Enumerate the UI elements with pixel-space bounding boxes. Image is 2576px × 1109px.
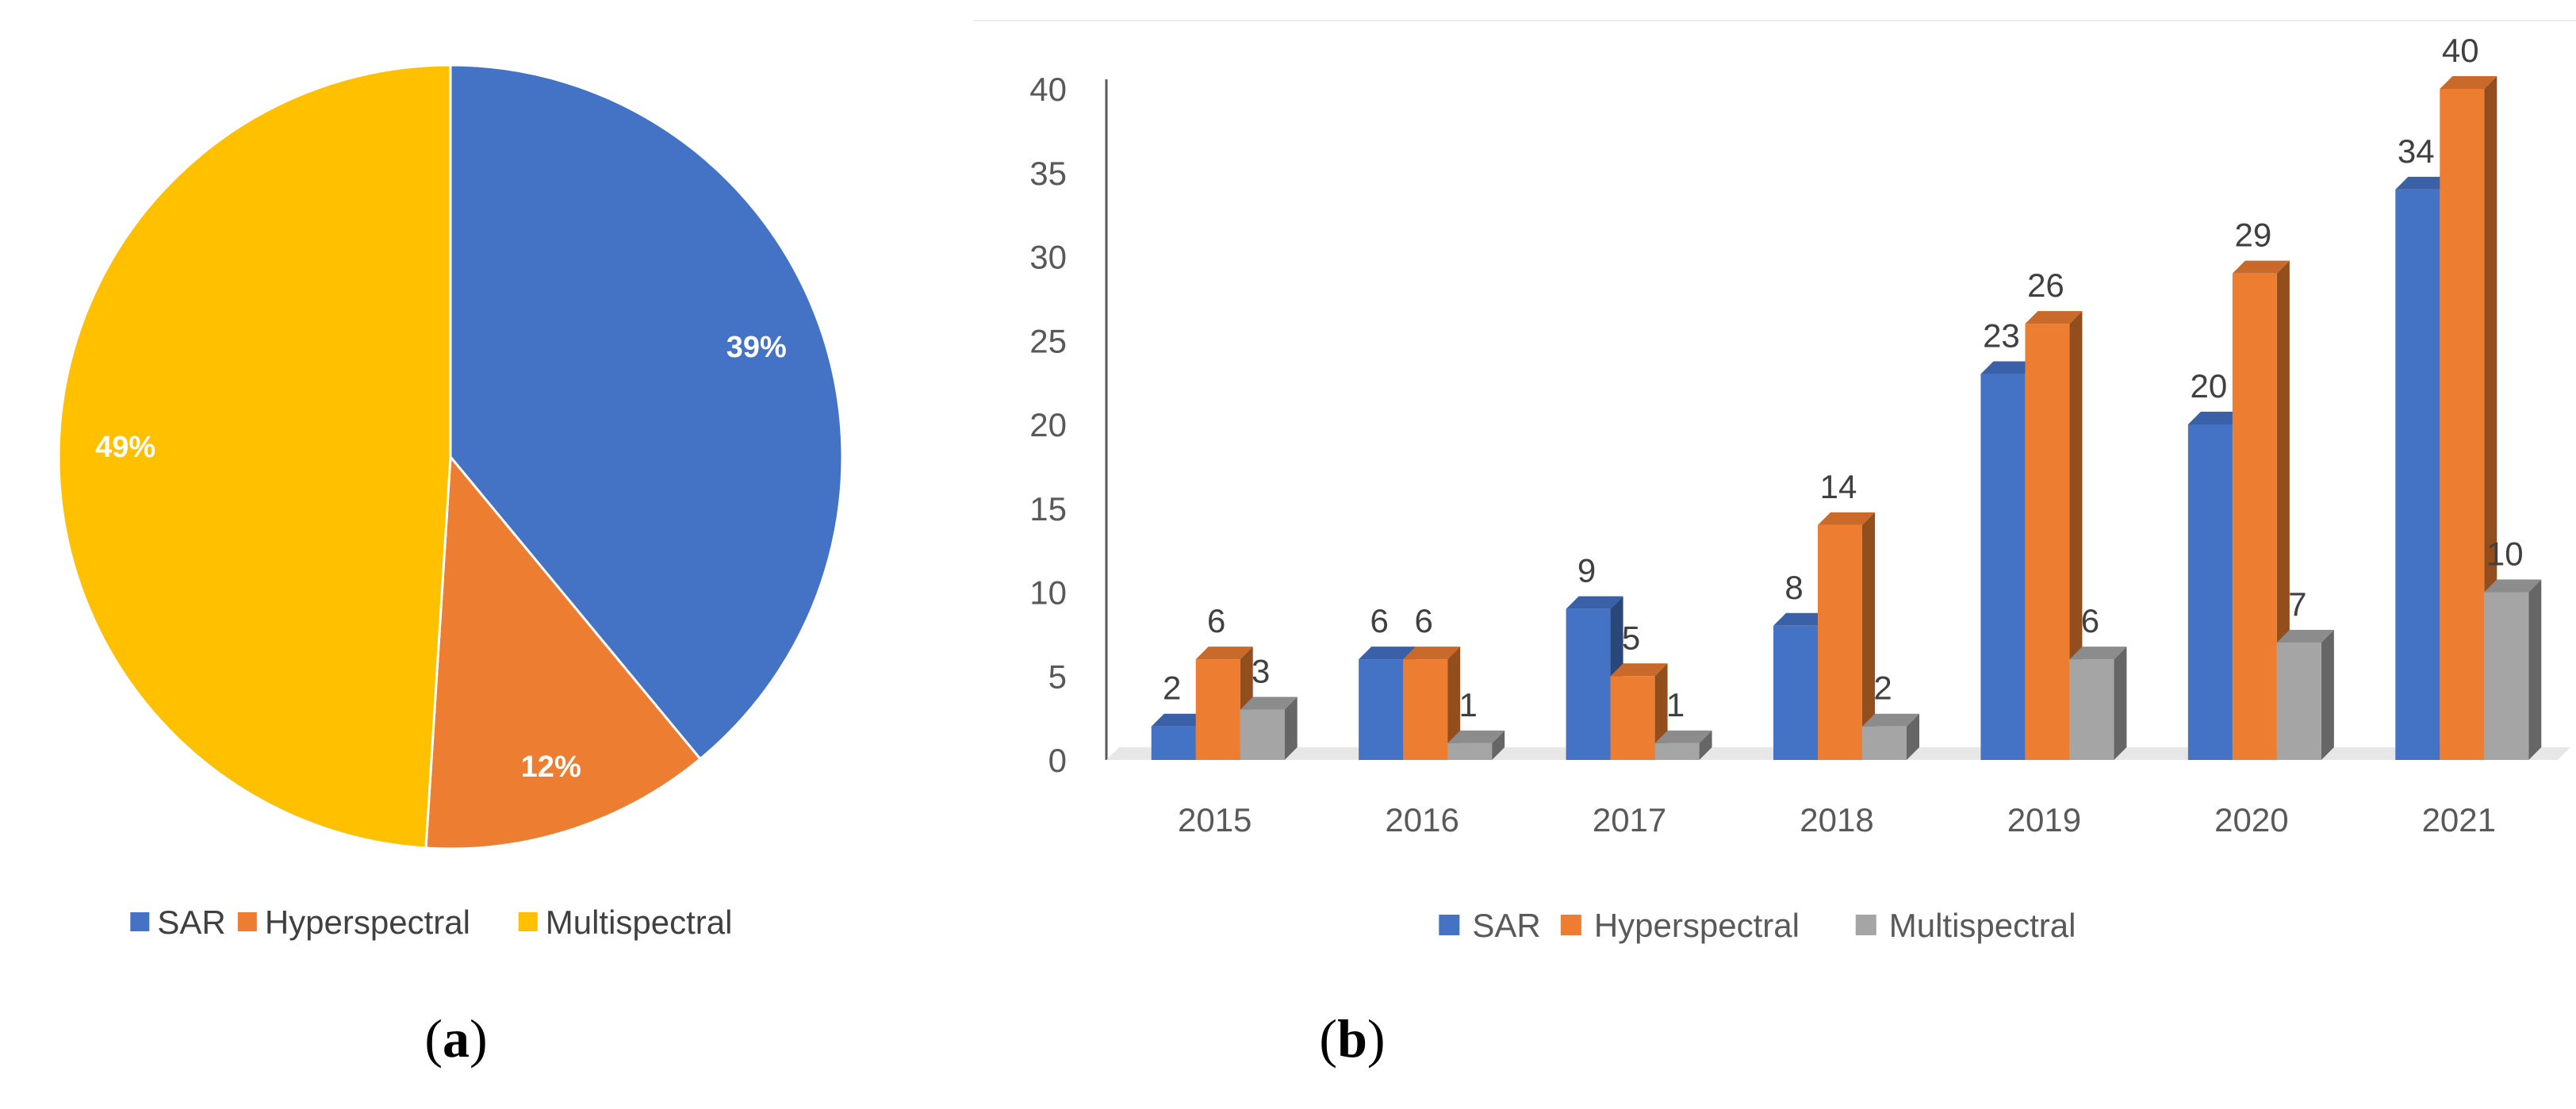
pie-chart-panel: 39% 12% 49% SAR Hyperspectral Multispectral (… bbox=[0, 0, 912, 1109]
data-label-hyperspectral-2016: 6 bbox=[1414, 602, 1432, 639]
bar-multispectral-2020 bbox=[2276, 629, 2334, 760]
bar-multispectral-2018 bbox=[1862, 713, 1919, 760]
bar-legend: SAR Hyperspectral Multispectral bbox=[1439, 907, 2076, 944]
bar-legend-swatch-multispectral bbox=[1855, 915, 1876, 935]
pie-legend-label-multispectral: Multispectral bbox=[546, 904, 733, 941]
pie-legend-label-hyperspectral: Hyperspectral bbox=[265, 904, 470, 941]
y-tick-label: 30 bbox=[1029, 239, 1067, 276]
data-label-multispectral-2019: 6 bbox=[2081, 602, 2099, 639]
data-label-hyperspectral-2020: 29 bbox=[2234, 217, 2271, 254]
y-tick-label: 0 bbox=[1048, 742, 1067, 779]
data-label-sar-2017: 9 bbox=[1577, 552, 1596, 589]
bar-legend-label-hyperspectral: Hyperspectral bbox=[1594, 907, 1800, 944]
data-label-multispectral-2015: 3 bbox=[1252, 653, 1270, 690]
bar-hyperspectral-2018 bbox=[1818, 512, 1875, 760]
data-label-hyperspectral-2015: 6 bbox=[1207, 602, 1225, 639]
pie-label-hyperspectral: 12% bbox=[521, 750, 581, 784]
y-tick-label: 10 bbox=[1029, 574, 1067, 612]
y-tick-label: 35 bbox=[1029, 155, 1067, 192]
pie-label-sar: 39% bbox=[726, 331, 787, 364]
y-tick-label: 5 bbox=[1048, 658, 1067, 695]
bar-hyperspectral-2019 bbox=[2025, 311, 2083, 761]
data-label-multispectral-2017: 1 bbox=[1666, 686, 1685, 723]
y-tick-label: 40 bbox=[1029, 71, 1067, 108]
pie-slice-hyperspectral bbox=[424, 454, 702, 850]
data-label-hyperspectral-2017: 5 bbox=[1622, 619, 1640, 656]
bar-multispectral-2021 bbox=[2484, 579, 2542, 760]
bar-legend-swatch-sar bbox=[1439, 915, 1460, 935]
data-label-multispectral-2016: 1 bbox=[1459, 686, 1477, 723]
data-label-sar-2021: 34 bbox=[2398, 132, 2435, 170]
bar-multispectral-2017 bbox=[1654, 730, 1712, 760]
panel-a-label: a bbox=[443, 1008, 470, 1069]
pie-label-multispectral: 49% bbox=[95, 431, 155, 464]
pie-legend-label-sar: SAR bbox=[157, 904, 225, 941]
pie-legend: SAR Hyperspectral Multispectral bbox=[130, 904, 733, 941]
y-tick-label: 25 bbox=[1029, 322, 1067, 359]
x-tick-label: 2020 bbox=[2214, 801, 2288, 838]
x-tick-label: 2017 bbox=[1593, 801, 1666, 838]
y-tick-label: 20 bbox=[1029, 406, 1067, 443]
pie-chart: 39% 12% 49% SAR Hyperspectral Multispectral bbox=[57, 63, 844, 941]
x-tick-label: 2018 bbox=[1800, 801, 1873, 838]
data-label-sar-2019: 23 bbox=[1983, 317, 2020, 355]
pie-legend-swatch-hyperspectral bbox=[237, 912, 257, 931]
data-label-hyperspectral-2019: 26 bbox=[2027, 267, 2064, 304]
data-label-multispectral-2020: 7 bbox=[2288, 585, 2306, 623]
x-tick-label: 2015 bbox=[1178, 801, 1252, 838]
pie-legend-swatch-sar bbox=[130, 912, 150, 931]
panel-b-label: b bbox=[1337, 1008, 1367, 1069]
bar-multispectral-2015 bbox=[1240, 696, 1298, 760]
pie-legend-swatch-multispectral bbox=[518, 912, 538, 931]
x-tick-label: 2016 bbox=[1385, 801, 1459, 838]
bar-chart-panel: 0 5 10 15 20 25 30 35 40 2015 2 6 3 2016 6 6 1 2017 9 5 1 201… bbox=[952, 0, 2576, 1109]
bar-legend-label-multispectral: Multispectral bbox=[1889, 907, 2076, 944]
y-tick-label: 15 bbox=[1029, 490, 1067, 528]
data-label-sar-2020: 20 bbox=[2190, 367, 2227, 405]
data-label-sar-2018: 8 bbox=[1784, 569, 1803, 606]
data-label-hyperspectral-2018: 14 bbox=[1820, 468, 1857, 505]
bar-hyperspectral-2017 bbox=[1610, 663, 1668, 760]
data-label-sar-2016: 6 bbox=[1370, 602, 1388, 639]
x-tick-label: 2021 bbox=[2422, 801, 2496, 838]
data-label-hyperspectral-2021: 40 bbox=[2442, 32, 2479, 69]
bar-multispectral-2019 bbox=[2069, 647, 2127, 760]
panel-b-caption: (b) bbox=[1319, 1008, 1386, 1069]
data-label-multispectral-2021: 10 bbox=[2486, 535, 2524, 573]
x-tick-label: 2019 bbox=[2007, 801, 2081, 838]
panel-a-caption: (a) bbox=[424, 1008, 488, 1069]
bar-legend-label-sar: SAR bbox=[1472, 907, 1540, 944]
data-label-sar-2015: 2 bbox=[1163, 670, 1181, 707]
pie-slice-multispectral bbox=[57, 63, 452, 850]
bar-legend-swatch-hyperspectral bbox=[1560, 915, 1581, 935]
bar-hyperspectral-2016 bbox=[1403, 647, 1461, 760]
bar-multispectral-2016 bbox=[1447, 730, 1505, 760]
pie-slice-sar bbox=[449, 63, 844, 761]
data-label-multispectral-2018: 2 bbox=[1873, 670, 1892, 707]
